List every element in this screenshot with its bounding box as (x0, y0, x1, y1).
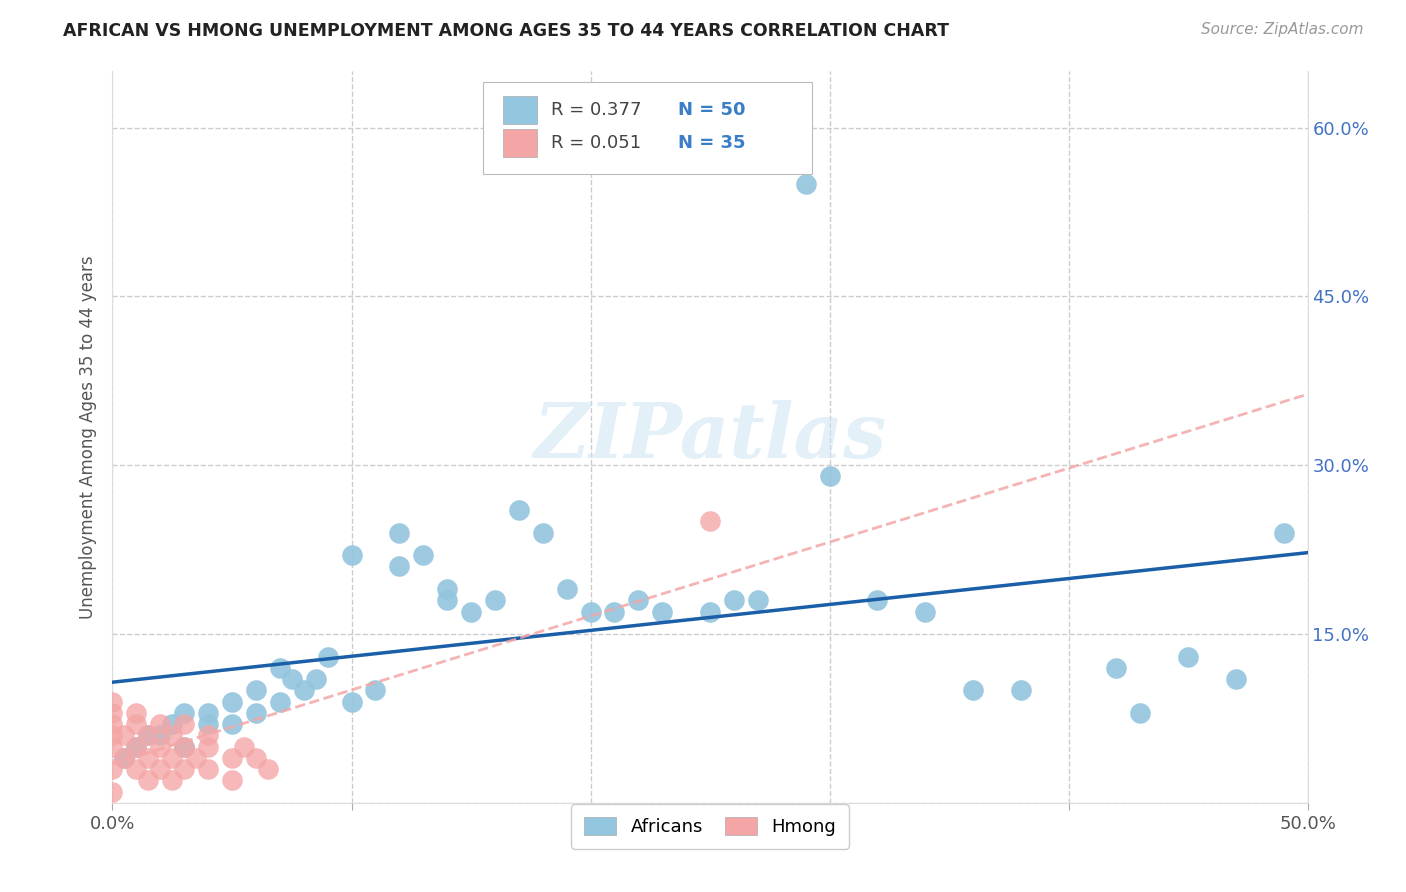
Point (101, 728, 124, 742)
Point (651, 605, 673, 619)
Text: AFRICAN VS HMONG UNEMPLOYMENT AMONG AGES 35 TO 44 YEARS CORRELATION CHART: AFRICAN VS HMONG UNEMPLOYMENT AMONG AGES… (63, 22, 949, 40)
Point (149, 717, 172, 731)
Point (292, 683, 315, 698)
Point (962, 683, 984, 698)
Text: ZIPatlas: ZIPatlas (533, 401, 887, 474)
Point (245, 683, 267, 698)
Point (101, 717, 124, 731)
Point (747, 593, 769, 607)
Point (1225, 672, 1247, 686)
Point (197, 717, 219, 731)
Point (1129, 706, 1152, 720)
Point (221, 694, 243, 708)
Point (436, 593, 458, 607)
Point (138, 751, 160, 765)
Point (555, 582, 578, 596)
Point (794, 177, 817, 191)
Point (269, 694, 291, 708)
Point (114, 751, 135, 765)
Text: Source: ZipAtlas.com: Source: ZipAtlas.com (1201, 22, 1364, 37)
FancyBboxPatch shape (503, 129, 537, 157)
Point (579, 605, 602, 619)
Point (101, 739, 124, 754)
Point (173, 706, 195, 720)
FancyBboxPatch shape (484, 82, 811, 174)
Point (125, 762, 148, 776)
Point (340, 548, 363, 562)
Point (149, 762, 172, 776)
Point (699, 515, 721, 529)
Point (138, 728, 160, 742)
Point (364, 683, 387, 698)
Point (412, 548, 434, 562)
Point (101, 706, 124, 720)
Point (316, 649, 339, 664)
Point (866, 593, 889, 607)
Point (101, 762, 124, 776)
Point (125, 739, 148, 754)
Point (149, 739, 172, 754)
Point (162, 751, 183, 765)
Point (162, 717, 183, 731)
Text: N = 50: N = 50 (678, 101, 745, 120)
Y-axis label: Unemployment Among Ages 35 to 44 years: Unemployment Among Ages 35 to 44 years (79, 255, 97, 619)
Point (508, 503, 530, 517)
Point (173, 717, 195, 731)
Point (531, 525, 554, 540)
Point (484, 593, 506, 607)
Point (125, 717, 148, 731)
Point (627, 593, 650, 607)
Point (114, 751, 135, 765)
Point (245, 706, 267, 720)
Point (138, 728, 160, 742)
Point (1010, 683, 1032, 698)
Point (460, 605, 482, 619)
FancyBboxPatch shape (503, 96, 537, 124)
Point (186, 751, 208, 765)
Point (233, 739, 256, 754)
Point (138, 773, 160, 788)
Point (1177, 649, 1199, 664)
Point (436, 582, 458, 596)
Point (914, 605, 936, 619)
Point (101, 694, 124, 708)
Point (197, 706, 219, 720)
Point (162, 728, 183, 742)
Point (281, 672, 304, 686)
Text: R = 0.051: R = 0.051 (551, 134, 641, 152)
Point (723, 593, 745, 607)
Point (388, 525, 411, 540)
Point (197, 762, 219, 776)
Point (699, 605, 721, 619)
Point (197, 739, 219, 754)
Point (603, 605, 626, 619)
Point (245, 751, 267, 765)
Point (305, 672, 328, 686)
Point (388, 559, 411, 574)
Point (162, 773, 183, 788)
Point (125, 706, 148, 720)
Point (149, 728, 172, 742)
Point (221, 773, 243, 788)
Point (221, 751, 243, 765)
Point (114, 728, 135, 742)
Point (818, 469, 841, 483)
Point (269, 661, 291, 675)
Point (173, 762, 195, 776)
Point (197, 728, 219, 742)
Point (1105, 661, 1128, 675)
Point (101, 784, 124, 798)
Point (221, 717, 243, 731)
Point (1272, 525, 1295, 540)
Legend: Africans, Hmong: Africans, Hmong (571, 804, 849, 848)
Point (173, 739, 195, 754)
Point (340, 694, 363, 708)
Point (173, 739, 195, 754)
Text: R = 0.377: R = 0.377 (551, 101, 641, 120)
Point (125, 739, 148, 754)
Text: N = 35: N = 35 (678, 134, 745, 152)
Point (257, 762, 280, 776)
